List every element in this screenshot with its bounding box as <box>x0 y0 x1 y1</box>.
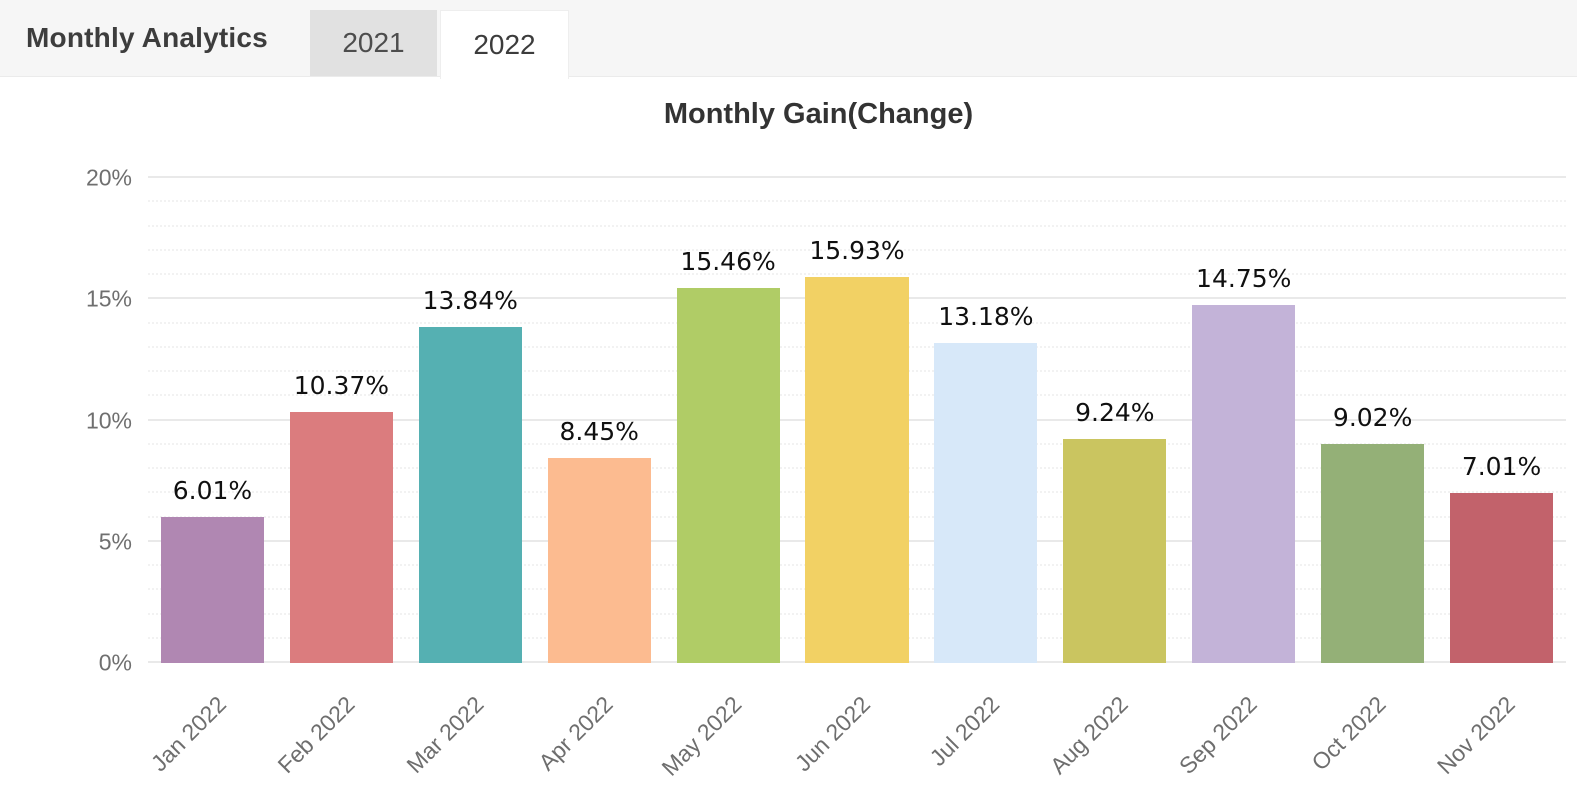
bar-may-2022[interactable] <box>676 288 780 663</box>
bar-slot: 14.75% Sep 2022 <box>1174 178 1308 779</box>
bar-slot: 9.02% Oct 2022 <box>1307 178 1437 775</box>
bar-slot: 13.84% Mar 2022 <box>402 178 535 778</box>
x-axis-tick-label: Feb 2022 <box>272 691 360 779</box>
page-title: Monthly Analytics <box>26 22 268 53</box>
bar-aug-2022[interactable] <box>1063 438 1167 663</box>
x-axis-tick-label: Jul 2022 <box>924 691 1005 771</box>
y-axis-tick-label: 15% <box>85 285 132 312</box>
y-axis-tick-label: 10% <box>85 407 132 433</box>
bar-feb-2022[interactable] <box>289 411 393 663</box>
bar-apr-2022[interactable] <box>547 458 651 663</box>
bar-mar-2022[interactable] <box>418 327 522 663</box>
bar-value-label: 15.93% <box>809 235 905 265</box>
y-axis-tick-label: 0% <box>98 649 132 676</box>
bar-slot: 15.93% Jun 2022 <box>790 178 922 776</box>
bar-slot: 9.24% Aug 2022 <box>1045 178 1179 779</box>
bar-value-label: 9.24% <box>1075 397 1155 427</box>
bar-nov-2022[interactable] <box>1449 493 1554 663</box>
chart-title: Monthly Gain(Change) <box>663 98 974 130</box>
x-axis-tick-label: Nov 2022 <box>1431 691 1520 780</box>
x-axis-tick-label: Jun 2022 <box>790 691 876 777</box>
bar-value-label: 13.84% <box>422 286 518 316</box>
bar-chart-plot-area: 0% 5% 10% 15% 20% 6.01% Jan 2022 10.37% Feb 2022… <box>86 165 1566 781</box>
x-axis-tick-label: Sep 2022 <box>1174 691 1263 780</box>
bar-value-label: 14.75% <box>1196 264 1292 294</box>
year-tabs: 2021 2022 <box>310 10 572 79</box>
y-axis-tick-label: 5% <box>98 528 132 555</box>
x-axis-tick-label: Apr 2022 <box>533 691 618 776</box>
bar-slot: 8.45% Apr 2022 <box>533 178 664 775</box>
bar-jul-2022[interactable] <box>934 343 1038 663</box>
bar-slot: 7.01% Nov 2022 <box>1432 178 1566 779</box>
bar-jan-2022[interactable] <box>160 517 265 663</box>
x-axis-tick-label: May 2022 <box>656 691 747 781</box>
y-axis-tick-label: 20% <box>85 164 132 191</box>
bar-jun-2022[interactable] <box>805 276 909 663</box>
bar-oct-2022[interactable] <box>1321 444 1425 663</box>
bar-slot: 13.18% Jul 2022 <box>921 178 1050 771</box>
header-bar: Monthly Analytics 2021 2022 <box>0 0 1577 79</box>
bar-value-label: 15.46% <box>680 247 776 277</box>
bar-value-label: 9.02% <box>1332 403 1413 433</box>
bar-sep-2022[interactable] <box>1192 305 1296 663</box>
bar-slot: 10.37% Feb 2022 <box>273 178 406 778</box>
bar-value-label: 10.37% <box>293 370 390 400</box>
x-axis-tick-label: Jan 2022 <box>145 691 231 777</box>
tab-2021[interactable]: 2021 <box>310 10 437 76</box>
bar-value-label: 7.01% <box>1461 452 1542 482</box>
tab-2022[interactable]: 2022 <box>440 10 569 79</box>
x-axis-tick-label: Mar 2022 <box>401 691 489 779</box>
bar-value-label: 6.01% <box>172 476 253 506</box>
x-axis-tick-label: Aug 2022 <box>1045 691 1134 780</box>
bar-slot: 6.01% Jan 2022 <box>146 178 277 776</box>
bar-slot: 15.46% May 2022 <box>657 178 793 781</box>
bar-value-label: 13.18% <box>938 302 1034 332</box>
bar-value-label: 8.45% <box>559 417 639 447</box>
x-axis-tick-label: Oct 2022 <box>1306 691 1392 776</box>
